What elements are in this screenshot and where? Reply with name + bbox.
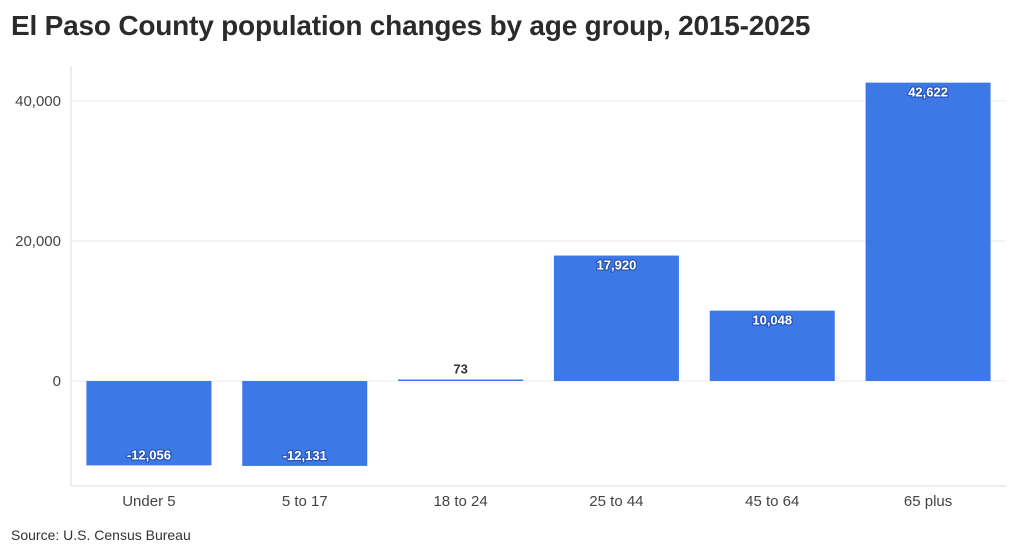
plot-frame [70, 66, 1006, 487]
x-tick-label: 18 to 24 [433, 493, 487, 510]
bar [398, 379, 524, 381]
data-label: 10,048 [752, 313, 792, 328]
source-note: Source: U.S. Census Bureau [11, 527, 191, 543]
x-tick-label: 5 to 17 [282, 493, 328, 510]
bars [86, 82, 991, 466]
x-tick-label: 65 plus [904, 493, 952, 510]
x-tick-label: 45 to 64 [745, 493, 799, 510]
y-tick-label: 0 [53, 373, 61, 390]
data-label: 42,622 [908, 85, 948, 100]
y-tick-label: 20,000 [15, 233, 61, 250]
data-label: -12,131 [283, 448, 327, 463]
chart-title: El Paso County population changes by age… [11, 10, 811, 41]
gridlines [71, 100, 1006, 382]
y-tick-label: 40,000 [15, 93, 61, 110]
data-labels: -12,056 -12,131 73 17,920 10,048 42,622 [126, 83, 950, 464]
data-label: -12,056 [127, 447, 171, 462]
bar [709, 310, 835, 381]
bar [242, 381, 368, 466]
bar [865, 82, 991, 382]
data-label: 17,920 [597, 258, 637, 273]
bar [553, 255, 679, 381]
data-label: 73 [453, 361, 467, 376]
x-tick-label: Under 5 [122, 493, 175, 510]
x-tick-label: 25 to 44 [589, 493, 643, 510]
x-axis-ticks: Under 5 5 to 17 18 to 24 25 to 44 45 to 64 65… [122, 493, 952, 510]
y-axis-ticks: 0 20,000 40,000 [15, 93, 61, 390]
bar [86, 381, 212, 466]
